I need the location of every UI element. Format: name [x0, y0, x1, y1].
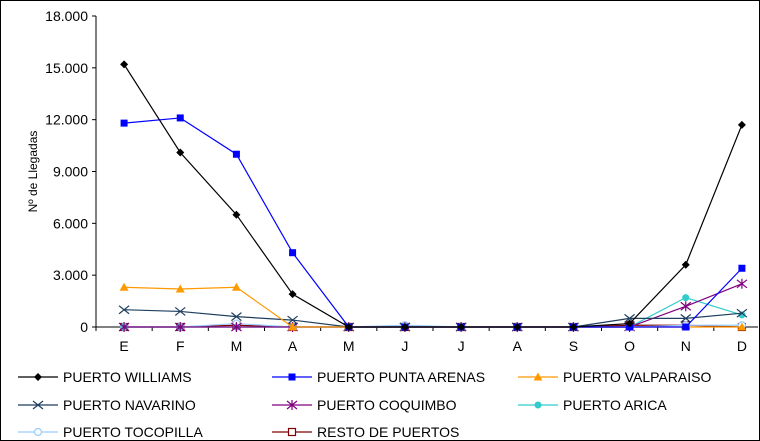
data-point-puerto-punta-arenas — [682, 323, 690, 331]
x-tick-label: N — [681, 338, 691, 354]
legend-label: PUERTO PUNTA ARENAS — [317, 369, 485, 385]
series-line-puerto-valparaiso — [124, 286, 742, 328]
legend-item-puerto-williams: PUERTO WILLIAMS — [18, 369, 192, 385]
data-point-puerto-williams — [288, 290, 297, 299]
data-point-puerto-williams — [232, 210, 241, 219]
legend-item-puerto-punta-arenas: PUERTO PUNTA ARENAS — [272, 369, 485, 385]
data-point-puerto-williams — [120, 60, 129, 69]
data-point-puerto-navarino — [231, 312, 242, 322]
y-axis-label: Nº de Llegadas — [26, 131, 40, 213]
legend-label: PUERTO NAVARINO — [63, 397, 196, 413]
data-point-puerto-punta-arenas — [738, 264, 746, 272]
x-tick-label: F — [176, 338, 185, 354]
x-tick-label: M — [231, 338, 243, 354]
data-point-puerto-williams — [176, 148, 185, 157]
legend-marker — [287, 427, 297, 437]
data-point-puerto-williams — [400, 323, 409, 331]
series-line-puerto-coquimbo — [124, 283, 743, 328]
legend-label: PUERTO WILLIAMS — [63, 369, 192, 385]
data-point-puerto-coquimbo — [174, 322, 186, 332]
data-point-puerto-valparaiso — [175, 284, 185, 293]
data-point-puerto-navarino — [680, 313, 692, 323]
data-point-puerto-williams — [457, 323, 466, 331]
data-point-puerto-coquimbo — [118, 322, 130, 332]
x-tick-label: D — [737, 338, 747, 354]
legend-label: PUERTO TOCOPILLA — [63, 424, 203, 440]
series-line-puerto-williams — [123, 64, 743, 328]
data-point-puerto-williams — [681, 260, 690, 269]
legend-item-puerto-valparaiso: PUERTO VALPARAISO — [518, 369, 711, 385]
data-point-puerto-williams — [625, 319, 634, 328]
legend-marker — [533, 372, 543, 381]
y-tick-label: 6.000 — [53, 215, 88, 231]
legend-label: RESTO DE PUERTOS — [317, 424, 459, 440]
data-point-puerto-williams — [569, 323, 578, 331]
data-point-puerto-arica — [682, 294, 690, 302]
data-point-puerto-williams — [513, 323, 522, 331]
x-tick-label: J — [458, 338, 465, 354]
legend-label: PUERTO ARICA — [563, 397, 667, 413]
legend-item-puerto-coquimbo: PUERTO COQUIMBO — [272, 397, 457, 413]
x-tick-label: J — [401, 338, 408, 354]
y-tick-label: 12.000 — [45, 112, 88, 128]
data-point-puerto-navarino — [736, 308, 748, 318]
data-point-puerto-valparaiso — [288, 322, 298, 331]
y-tick-label: 3.000 — [53, 267, 88, 283]
y-tick-label: 9.000 — [53, 164, 88, 180]
x-tick-label: E — [119, 338, 128, 354]
data-point-puerto-valparaiso — [231, 282, 241, 291]
legend-label: PUERTO COQUIMBO — [317, 397, 457, 413]
legend-marker — [34, 373, 42, 381]
data-point-puerto-punta-arenas — [176, 114, 184, 122]
legend-marker — [286, 400, 298, 410]
data-point-puerto-navarino — [118, 305, 130, 315]
x-tick-label: S — [569, 338, 578, 354]
data-point-puerto-punta-arenas — [120, 119, 128, 127]
legend-marker — [288, 373, 296, 381]
series-line-puerto-punta-arenas — [124, 117, 743, 328]
legend-marker — [32, 400, 44, 410]
data-point-puerto-punta-arenas — [289, 249, 297, 257]
y-tick-label: 15.000 — [45, 60, 88, 76]
x-tick-label: M — [343, 338, 355, 354]
legend-item-puerto-arica: PUERTO ARICA — [518, 397, 667, 413]
x-tick-label: A — [513, 338, 523, 354]
data-point-puerto-navarino — [287, 315, 298, 325]
data-point-puerto-valparaiso — [737, 322, 747, 331]
data-point-puerto-punta-arenas — [232, 150, 240, 158]
data-point-puerto-coquimbo — [736, 278, 748, 289]
data-point-puerto-williams — [344, 323, 353, 331]
data-point-puerto-coquimbo — [231, 322, 242, 332]
data-point-puerto-navarino — [174, 306, 186, 316]
legend-marker — [534, 401, 542, 409]
data-point-puerto-williams — [737, 120, 746, 129]
legend-item-puerto-navarino: PUERTO NAVARINO — [18, 397, 196, 413]
legend-item-resto-de-puertos: RESTO DE PUERTOS — [272, 424, 459, 440]
x-tick-label: O — [624, 338, 635, 354]
data-point-puerto-navarino — [624, 313, 635, 323]
legend-item-puerto-tocopilla: PUERTO TOCOPILLA — [18, 424, 203, 440]
series-line-puerto-arica — [124, 296, 743, 328]
data-point-puerto-coquimbo — [680, 301, 692, 312]
x-tick-label: A — [288, 338, 298, 354]
y-tick-label: 18.000 — [45, 8, 88, 24]
legend-marker — [33, 427, 43, 437]
data-point-puerto-valparaiso — [119, 282, 129, 291]
legend-label: PUERTO VALPARAISO — [563, 369, 711, 385]
y-tick-label: 0 — [80, 319, 88, 335]
